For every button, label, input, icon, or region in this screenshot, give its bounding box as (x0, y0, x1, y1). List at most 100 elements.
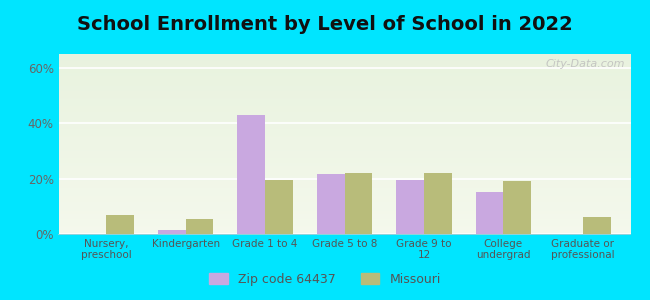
Bar (58, 217, 630, 218)
Bar (58, 150, 630, 151)
Bar (58, 216, 630, 217)
Bar (58, 56, 630, 57)
Bar (58, 125, 630, 126)
Bar (58, 64, 630, 65)
Bar (58, 73, 630, 74)
Bar (317, 175, 345, 234)
Bar (58, 210, 630, 211)
Bar (58, 157, 630, 158)
Bar (58, 159, 630, 160)
Bar (58, 205, 630, 206)
Bar (58, 78, 630, 79)
Bar (158, 230, 186, 234)
Bar (58, 203, 630, 204)
Bar (58, 93, 630, 94)
Bar (58, 182, 630, 183)
Bar (58, 118, 630, 119)
Bar (58, 116, 630, 117)
Bar (58, 221, 630, 222)
Bar (58, 202, 630, 203)
Bar (58, 98, 630, 99)
Bar (58, 69, 630, 70)
Bar (58, 117, 630, 118)
Bar (58, 58, 630, 59)
Bar (58, 213, 630, 214)
Bar (58, 194, 630, 195)
Bar (58, 72, 630, 73)
Bar (58, 218, 630, 219)
Bar (58, 161, 630, 162)
Bar (58, 63, 630, 64)
Bar (58, 162, 630, 163)
Bar (58, 96, 630, 97)
Bar (58, 230, 630, 231)
Bar (58, 171, 630, 172)
Bar (58, 138, 630, 139)
Bar (58, 202, 630, 203)
Bar (58, 167, 630, 168)
Bar (58, 71, 630, 72)
Bar (58, 121, 630, 122)
Bar (58, 133, 630, 134)
Bar (58, 136, 630, 137)
Bar (58, 82, 630, 83)
Text: City-Data.com: City-Data.com (545, 59, 625, 69)
Bar (58, 88, 630, 89)
Bar (476, 193, 503, 234)
Bar (58, 181, 630, 182)
Bar (58, 209, 630, 210)
Bar (58, 174, 630, 175)
Bar (186, 219, 213, 234)
Bar (58, 128, 630, 129)
Bar (58, 76, 630, 77)
Bar (58, 186, 630, 187)
Bar (344, 173, 372, 234)
Bar (58, 91, 630, 92)
Bar (58, 129, 630, 130)
Bar (58, 154, 630, 155)
Bar (58, 196, 630, 197)
Bar (58, 187, 630, 188)
Bar (58, 158, 630, 159)
Bar (58, 127, 630, 128)
Bar (58, 146, 630, 147)
Bar (58, 141, 630, 142)
Bar (58, 74, 630, 75)
Bar (58, 172, 630, 173)
Bar (58, 139, 630, 140)
Bar (58, 85, 630, 86)
Bar (58, 164, 630, 165)
Bar (58, 208, 630, 209)
Bar (58, 165, 630, 166)
Bar (58, 81, 630, 82)
Bar (58, 85, 630, 86)
Bar (58, 86, 630, 87)
Bar (58, 90, 630, 91)
Bar (58, 144, 630, 145)
Bar (58, 228, 630, 229)
Bar (58, 126, 630, 127)
Bar (58, 200, 630, 201)
Bar (58, 70, 630, 71)
Bar (58, 155, 630, 156)
Bar (58, 223, 630, 224)
Bar (58, 67, 630, 68)
Bar (58, 178, 630, 179)
Bar (58, 169, 630, 170)
Bar (58, 115, 630, 116)
Bar (58, 175, 630, 176)
Bar (58, 211, 630, 212)
Bar (58, 100, 630, 101)
Bar (58, 105, 630, 106)
Bar (58, 206, 630, 207)
Bar (58, 229, 630, 230)
Bar (58, 199, 630, 200)
Text: School Enrollment by Level of School in 2022: School Enrollment by Level of School in … (77, 15, 573, 34)
Bar (58, 143, 630, 144)
Bar (58, 103, 630, 104)
Bar (58, 226, 630, 227)
Bar (58, 137, 630, 138)
Bar (58, 113, 630, 114)
Bar (58, 180, 630, 181)
Bar (58, 204, 630, 205)
